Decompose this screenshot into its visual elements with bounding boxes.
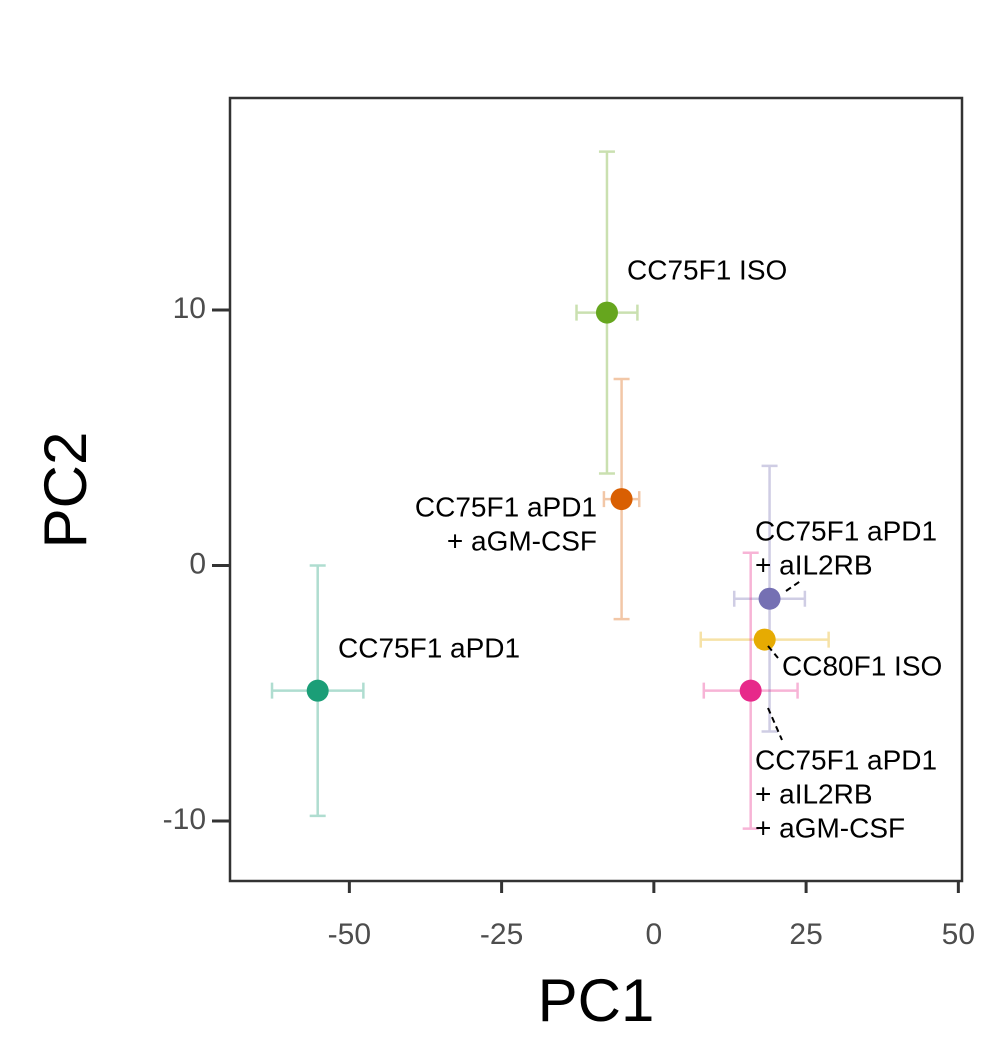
point <box>758 587 781 610</box>
x-tick-label: 0 <box>646 918 663 951</box>
point <box>595 301 618 324</box>
point-label: CC75F1 aPD1 <box>755 744 937 775</box>
point-label: CC75F1 aPD1 <box>755 515 937 546</box>
x-tick-label: 50 <box>942 918 975 951</box>
point-label: CC75F1 ISO <box>627 254 787 285</box>
y-tick-label: -10 <box>163 803 206 836</box>
leader-line <box>767 707 783 741</box>
point <box>753 628 776 651</box>
point <box>306 679 329 702</box>
point <box>739 679 762 702</box>
x-tick-label: 25 <box>789 918 822 951</box>
plot-frame <box>228 96 964 883</box>
y-axis-title: PC2 <box>32 432 99 549</box>
point-label: CC75F1 aPD1 <box>415 491 597 522</box>
leader-line <box>767 645 779 659</box>
x-tick-label: -25 <box>480 918 523 951</box>
x-tick-label: -50 <box>328 918 371 951</box>
y-tick-label: 10 <box>173 292 206 325</box>
point-label: + aIL2RB <box>755 778 873 809</box>
point-label: CC80F1 ISO <box>782 650 942 681</box>
point-label: CC75F1 aPD1 <box>338 632 520 663</box>
x-axis-title: PC1 <box>538 967 655 1034</box>
point-label: + aGM-CSF <box>447 525 597 556</box>
point <box>610 488 633 511</box>
point-label: + aIL2RB <box>755 549 873 580</box>
leader-line <box>785 579 803 592</box>
y-tick-label: 0 <box>189 547 206 580</box>
point-label: + aGM-CSF <box>755 812 905 843</box>
